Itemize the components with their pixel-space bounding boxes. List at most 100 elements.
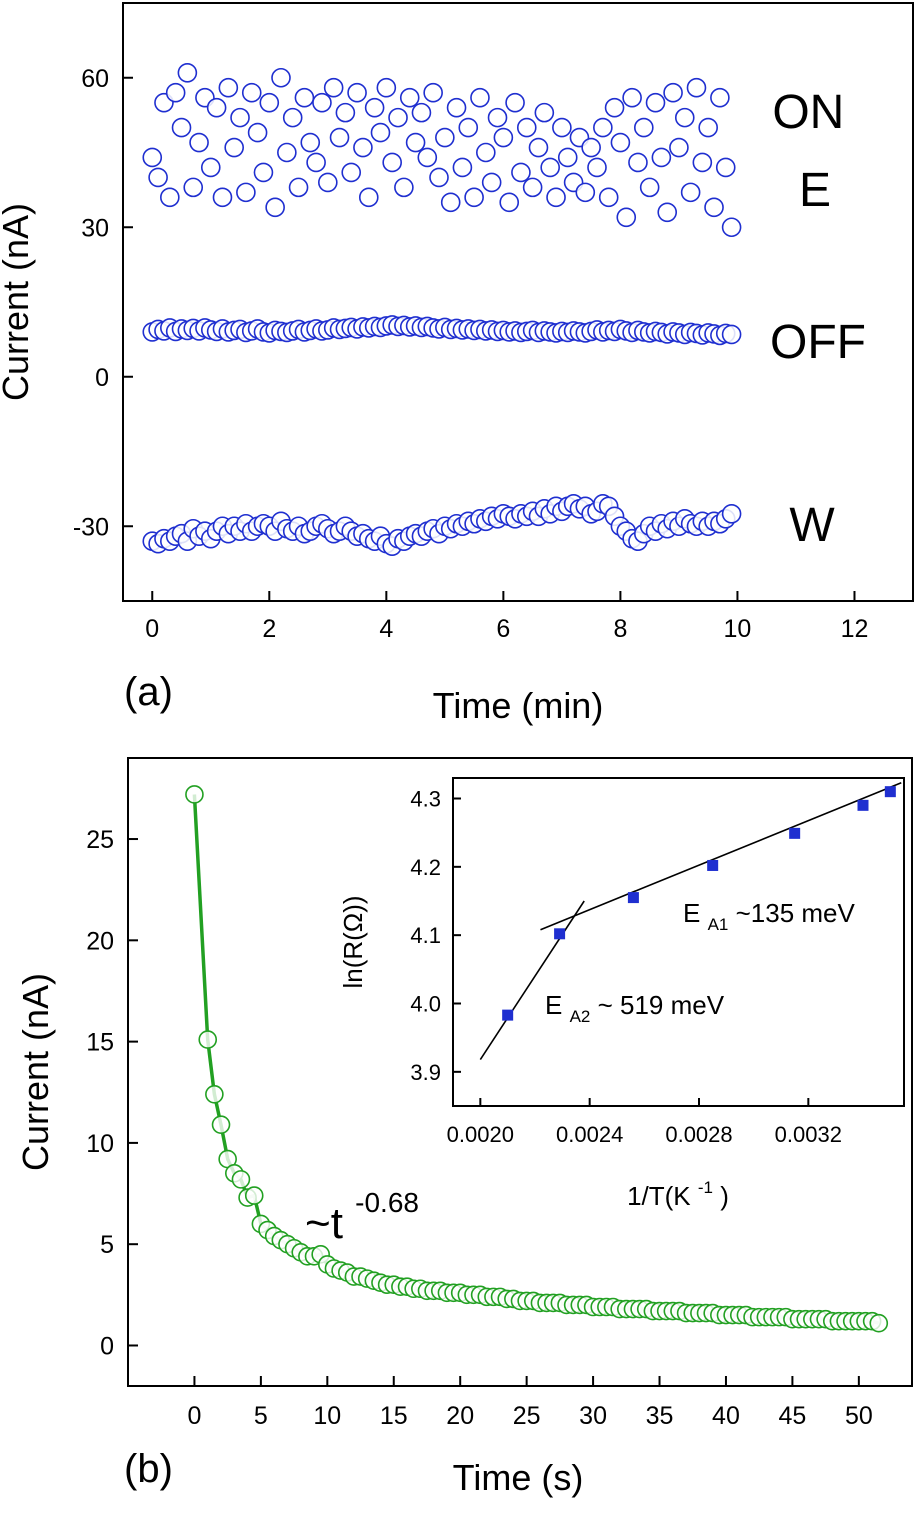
inset-ytick-label: 4.2: [410, 855, 441, 880]
panel-a-point: [692, 152, 713, 173]
panel-a-xtick-label: 8: [613, 615, 627, 643]
panel-a-point: [639, 177, 660, 198]
panel-b-point: [198, 1030, 218, 1049]
power-law-exponent: -0.68: [355, 1187, 419, 1218]
panel-a-point: [259, 92, 280, 113]
panel-a-ytick-label: -30: [73, 513, 109, 541]
panel-b-xlabel: Time (s): [453, 1457, 584, 1498]
inset-point: [707, 859, 719, 871]
panel-a-point: [715, 157, 736, 178]
panel-a-point: [516, 117, 537, 138]
panel-a-point: [347, 82, 367, 103]
inset-xlabel-base: 1/T(K: [627, 1181, 691, 1211]
ea2-label: E A2 ~ 519 meV: [545, 990, 725, 1028]
panel-a-point: [370, 122, 391, 143]
panel-b-point: [869, 1313, 889, 1333]
inset-xtick-label: 0.0028: [665, 1122, 732, 1147]
inset-arrhenius: 0.0020 0.0024 0.0028 0.00323.94.04.14.24.3 …: [338, 777, 905, 1211]
panel-a-point: [282, 107, 303, 128]
panel-b-xtick-label: 10: [313, 1402, 341, 1430]
panel-a-point: [300, 132, 321, 153]
panel-a-point: [557, 147, 578, 168]
inset-ticks: 0.0020 0.0024 0.0028 0.0032 3.9 4.0 4.1 4.2 4.3: [410, 787, 842, 1148]
inset-point: [554, 928, 566, 940]
inset-xlabel-exp: -1: [698, 1178, 713, 1197]
panel-b-xtick-label: 40: [712, 1402, 740, 1430]
panel-a-point: [376, 77, 397, 98]
panel-a-point: [429, 167, 449, 188]
panel-a-point: [593, 117, 613, 138]
inset-ytick-label: 4.0: [410, 992, 441, 1017]
inset-point: [502, 1009, 514, 1021]
panel-a-xtick-label: 0: [145, 615, 159, 643]
panel-a-point: [534, 102, 555, 123]
inset-point: [857, 799, 869, 811]
panel-a-point: [435, 127, 455, 148]
panel-a-xtick-label: 12: [841, 615, 869, 643]
panel-a-point: [142, 147, 163, 168]
panel-b-label: (b): [124, 1447, 173, 1491]
panel-a-point: [499, 192, 520, 213]
panel-a-point: [177, 62, 198, 83]
panel-a-point: [674, 107, 695, 128]
panel-a-point: [253, 162, 274, 183]
panel-a-point: [277, 142, 297, 163]
panel-a-point: [645, 92, 666, 113]
panel-a-point: [663, 82, 683, 103]
panel-a-point: [306, 152, 326, 173]
panel-a-point: [294, 87, 315, 108]
panel-a-point: [686, 77, 707, 98]
panel-a-point: [616, 207, 637, 228]
panel-b-xtick-label: 45: [779, 1402, 807, 1430]
panel-b-ticks: 0 5 10 15 20 25 30 35 40 45 50 0 5 10 15 20 25: [86, 826, 873, 1430]
panel-a-point: [651, 147, 672, 168]
series-label-w: W: [789, 499, 835, 552]
panel-a-point: [657, 202, 678, 223]
inset-fit-line: [479, 900, 585, 1060]
panel-a-point: [587, 157, 607, 178]
panel-a-ylabel: Current (nA): [0, 203, 36, 401]
panel-a-ticks: 0 2 4 6 8 10 12 -30 0 30 60: [73, 65, 869, 643]
panel-a-point: [388, 107, 408, 128]
panel-b-xtick-label: 50: [845, 1402, 873, 1430]
panel-a-point: [680, 182, 701, 203]
panel-a-ytick-label: 30: [81, 214, 109, 242]
panel-a-point: [411, 102, 432, 123]
panel-a-point: [522, 177, 543, 198]
ea1-base: E: [683, 898, 700, 928]
panel-a-point: [417, 147, 438, 168]
panel-a-point: [598, 187, 619, 208]
panel-a-point: [610, 132, 631, 153]
inset-ylabel: ln(R(Ω)): [338, 895, 368, 988]
panel-a-point: [236, 182, 256, 203]
panel-a-point: [224, 137, 244, 158]
inset-ytick-label: 4.1: [410, 923, 441, 948]
panel-a-point: [341, 162, 362, 183]
panel-a-point: [710, 87, 730, 108]
panel-a-point: [505, 92, 525, 113]
panel-a-frame: [122, 2, 914, 602]
panel-a-ytick-label: 60: [81, 65, 109, 93]
panel-a-point: [528, 137, 549, 158]
panel-a-point: [171, 117, 192, 138]
panel-a-point: [265, 197, 285, 218]
inset-fit-line: [540, 782, 902, 931]
inset-xtick-label: 0.0032: [775, 1122, 842, 1147]
panel-a-point: [218, 77, 239, 98]
panel-a: 0 2 4 6 8 10 12 -30 0 30 60 Current (nA) Time (min…: [0, 2, 914, 726]
inset-fit-lines: [479, 782, 902, 1060]
inset-point: [789, 827, 801, 839]
panel-b-point: [231, 1170, 251, 1189]
panel-a-point: [288, 177, 309, 198]
panel-b-curve: [185, 785, 889, 1333]
panel-a-point: [399, 87, 420, 108]
panel-a-point: [353, 137, 373, 158]
panel-a-xtick-label: 10: [724, 615, 752, 643]
panel-b-ytick-label: 15: [86, 1029, 114, 1057]
panel-a-point: [200, 157, 221, 178]
panel-b-xtick-label: 25: [513, 1402, 541, 1430]
panel-a-point: [511, 162, 531, 183]
panel-a-point: [230, 107, 250, 128]
panel-a-xtick-label: 2: [262, 615, 276, 643]
panel-a-point: [604, 97, 625, 118]
